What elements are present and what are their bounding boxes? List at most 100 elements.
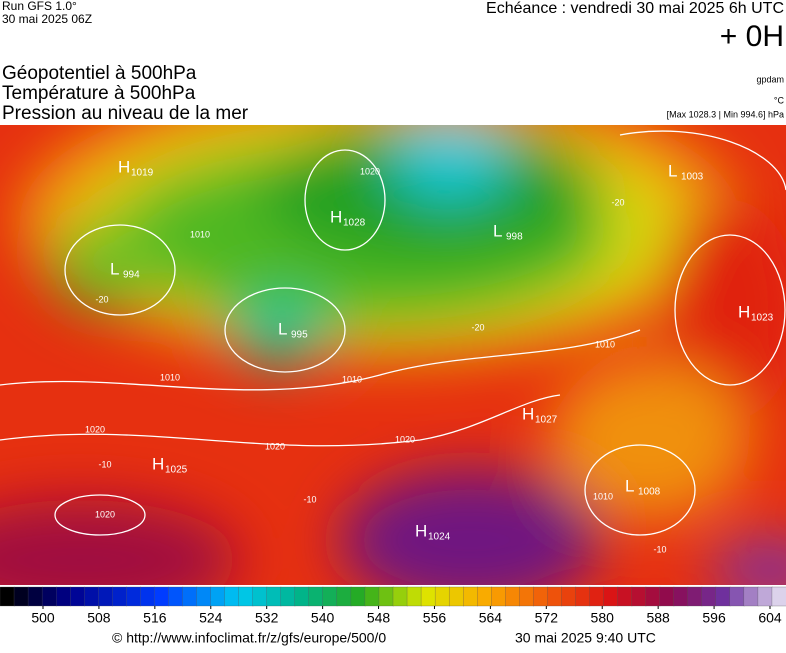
colorbar-swatch: [715, 586, 731, 607]
colorbar-swatch: [434, 586, 450, 607]
center-pressure: 1003: [681, 172, 704, 183]
center-pressure: 1019: [131, 168, 154, 179]
colorbar-swatch: [701, 586, 717, 607]
center-pressure: 1023: [751, 313, 774, 324]
colorbar-swatch: [448, 586, 464, 607]
center-pressure: 1028: [343, 218, 366, 229]
colorbar-swatch: [477, 586, 492, 607]
center-letter: L: [493, 221, 502, 240]
colorbar-swatch: [378, 586, 394, 607]
contour-label: 1020: [395, 434, 415, 444]
colorbar-tick-label: 508: [87, 610, 111, 626]
colorbar-swatch: [154, 586, 170, 607]
colorbar-swatch: [505, 586, 520, 607]
colorbar-swatch: [84, 586, 99, 607]
isobars: [0, 130, 786, 536]
center-pressure: 1024: [428, 532, 451, 543]
colorbar-swatch: [322, 586, 338, 607]
colorbar-swatch: [631, 586, 647, 607]
colorbar-tick-label: 532: [255, 610, 279, 626]
colorbar-swatch: [392, 586, 408, 607]
center-letter: L: [625, 476, 634, 495]
center-pressure: 994: [123, 270, 140, 281]
colorbar-swatch: [659, 586, 675, 607]
contour-label: -20: [95, 294, 108, 304]
colorbar-swatch: [757, 586, 773, 607]
contour-label: -10: [98, 459, 111, 469]
colorbar-swatch: [238, 586, 254, 607]
center-letter: H: [415, 521, 427, 540]
colorbar-swatch: [519, 586, 535, 607]
colorbar-tick-label: 516: [143, 610, 167, 626]
colorbar-swatch: [617, 586, 633, 607]
colorbar-tick-label: 564: [479, 610, 503, 626]
contour-label: 1020: [95, 509, 115, 519]
colorbar-swatch: [98, 586, 113, 607]
contour-label: 1010: [593, 491, 613, 501]
colorbar-swatch: [463, 586, 478, 607]
title-line: Température à 500hPa: [2, 83, 196, 104]
colorbar-tick-label: 572: [535, 610, 559, 626]
colorbar-swatch: [266, 586, 282, 607]
colorbar-swatch: [252, 586, 268, 607]
colorbar-tick-label: 548: [367, 610, 391, 626]
contour-label: 1010: [190, 229, 210, 239]
center-letter: L: [110, 259, 119, 278]
colorbar-tick-label: 604: [758, 610, 782, 626]
footer-time: 30 mai 2025 9:40 UTC: [515, 630, 656, 646]
colorbar-swatch: [140, 586, 156, 607]
footer-url: © http://www.infoclimat.fr/z/gfs/europe/…: [112, 630, 386, 646]
center-pressure: 1025: [165, 465, 188, 476]
colorbar-swatch: [350, 586, 366, 607]
contour-label: -10: [303, 494, 316, 504]
title-line: Pression au niveau de la mer: [2, 103, 249, 124]
colorbar-tick-label: 556: [423, 610, 447, 626]
unit-label: °C: [774, 95, 785, 105]
center-pressure: 998: [506, 232, 523, 243]
colorbar-swatch: [13, 586, 29, 607]
colorbar-swatch: [294, 586, 310, 607]
colorbar-swatch: [224, 586, 240, 607]
colorbar-swatch: [280, 586, 296, 607]
contour-label: -20: [471, 322, 484, 332]
center-pressure: 995: [291, 330, 308, 341]
contour-label: 1020: [85, 424, 105, 434]
colorbar-swatch: [112, 586, 127, 607]
colorbar-swatch: [70, 586, 85, 607]
colorbar-swatch: [561, 586, 577, 607]
forecast-time: Echéance : vendredi 30 mai 2025 6h UTC: [486, 0, 784, 17]
lead-time: + 0H: [720, 20, 784, 53]
center-letter: H: [118, 157, 130, 176]
colorbar-swatch: [645, 586, 661, 607]
colorbar-swatch: [491, 586, 506, 607]
colorbar-swatch: [575, 586, 591, 607]
contour-label: 1010: [595, 339, 615, 349]
map-field: [0, 125, 786, 585]
colorbar-swatch: [743, 586, 759, 607]
colorbar-tick-label: 580: [591, 610, 615, 626]
colorbar-swatch: [673, 586, 689, 607]
run-label: Run GFS 1.0°: [2, 0, 77, 13]
contour-label: -10: [653, 544, 666, 554]
colorbar-swatch: [0, 586, 15, 607]
colorbar: 500 508 516 524 532 540 548 556 564 572 580 588 596 6…: [0, 586, 786, 626]
colorbar-swatch: [420, 586, 436, 607]
colorbar-swatch: [308, 586, 324, 607]
center-letter: H: [738, 302, 750, 321]
center-pressure: 1008: [638, 487, 661, 498]
contour-label: 1010: [342, 374, 362, 384]
contour-label: 1020: [265, 441, 285, 451]
colorbar-swatch: [771, 586, 786, 607]
colorbar-swatch: [27, 586, 43, 607]
colorbar-swatch: [126, 586, 142, 607]
colorbar-swatch: [547, 586, 563, 607]
colorbar-swatch: [336, 586, 352, 607]
colorbar-swatch: [55, 586, 71, 607]
run-date: 30 mai 2025 06Z: [2, 12, 92, 26]
contour-label: 1020: [360, 166, 380, 176]
colorbar-tick-label: 596: [702, 610, 726, 626]
colorbar-swatch: [196, 586, 212, 607]
contour-label: 1010: [160, 372, 180, 382]
colorbar-swatch: [687, 586, 703, 607]
